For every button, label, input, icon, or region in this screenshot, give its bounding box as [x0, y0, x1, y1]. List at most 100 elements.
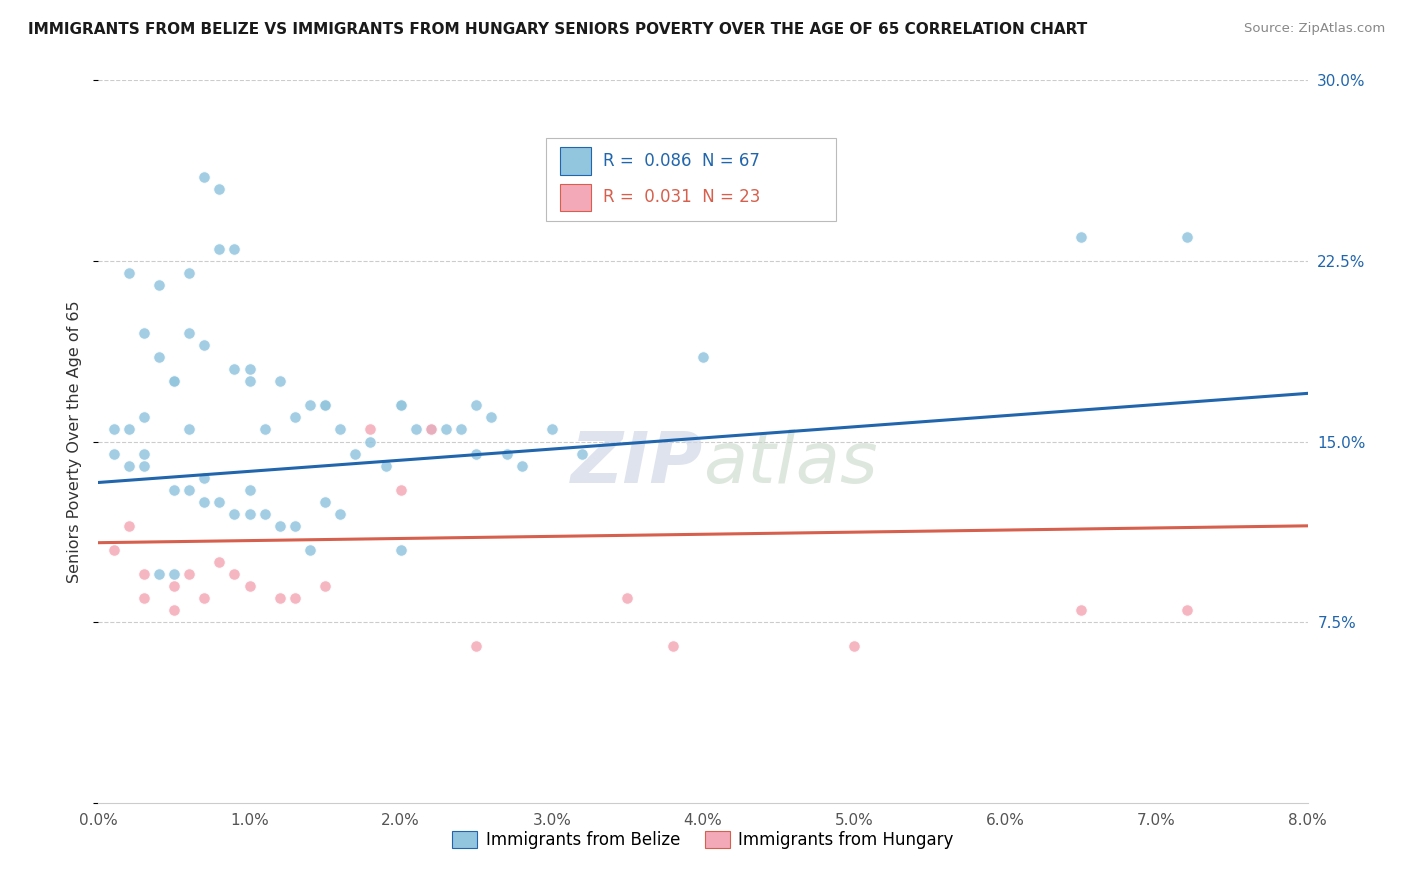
Point — [692, 350, 714, 364]
Point — [132, 458, 155, 473]
Point — [224, 507, 246, 521]
Point — [208, 242, 231, 256]
Point — [389, 542, 412, 557]
Point — [269, 518, 291, 533]
Point — [465, 398, 488, 412]
Point — [344, 446, 367, 460]
Point — [132, 591, 155, 605]
Point — [163, 483, 186, 497]
Point — [420, 422, 443, 436]
Point — [329, 507, 352, 521]
Text: ZIP: ZIP — [571, 429, 703, 498]
Point — [103, 422, 125, 436]
Text: atlas: atlas — [703, 429, 877, 498]
Point — [118, 266, 141, 280]
Point — [163, 579, 186, 593]
Point — [239, 507, 262, 521]
Point — [224, 567, 246, 582]
Point — [374, 458, 396, 473]
Point — [360, 434, 382, 449]
Y-axis label: Seniors Poverty Over the Age of 65: Seniors Poverty Over the Age of 65 — [67, 301, 83, 582]
Point — [224, 242, 246, 256]
FancyBboxPatch shape — [546, 138, 837, 221]
Point — [540, 422, 562, 436]
Point — [193, 470, 215, 484]
Point — [132, 567, 155, 582]
Text: Source: ZipAtlas.com: Source: ZipAtlas.com — [1244, 22, 1385, 36]
Point — [193, 338, 215, 352]
Point — [208, 494, 231, 508]
Point — [239, 483, 262, 497]
Point — [269, 374, 291, 388]
Point — [495, 446, 517, 460]
Point — [148, 567, 170, 582]
Point — [314, 398, 336, 412]
Point — [103, 542, 125, 557]
Point — [239, 579, 262, 593]
Point — [132, 446, 155, 460]
Point — [118, 422, 141, 436]
Point — [132, 326, 155, 340]
Point — [510, 458, 533, 473]
Point — [208, 181, 231, 195]
Point — [314, 494, 336, 508]
Point — [253, 422, 276, 436]
Point — [193, 591, 215, 605]
Point — [163, 374, 186, 388]
FancyBboxPatch shape — [561, 184, 591, 211]
Point — [163, 603, 186, 617]
Point — [389, 398, 412, 412]
Point — [179, 326, 201, 340]
Point — [405, 422, 427, 436]
Point — [179, 567, 201, 582]
Text: R =  0.086  N = 67: R = 0.086 N = 67 — [603, 153, 759, 170]
Point — [148, 277, 170, 292]
Point — [239, 374, 262, 388]
Point — [434, 422, 457, 436]
Point — [299, 398, 322, 412]
Point — [616, 591, 638, 605]
Legend: Immigrants from Belize, Immigrants from Hungary: Immigrants from Belize, Immigrants from … — [446, 824, 960, 856]
Point — [1175, 603, 1198, 617]
Point — [389, 398, 412, 412]
Text: IMMIGRANTS FROM BELIZE VS IMMIGRANTS FROM HUNGARY SENIORS POVERTY OVER THE AGE O: IMMIGRANTS FROM BELIZE VS IMMIGRANTS FRO… — [28, 22, 1087, 37]
Point — [179, 483, 201, 497]
Point — [661, 639, 683, 653]
Point — [284, 591, 307, 605]
Point — [314, 398, 336, 412]
Point — [284, 518, 307, 533]
Point — [179, 422, 201, 436]
Point — [118, 518, 141, 533]
Point — [420, 422, 443, 436]
Point — [132, 410, 155, 425]
Point — [481, 410, 503, 425]
Point — [179, 266, 201, 280]
Point — [314, 579, 336, 593]
Point — [284, 410, 307, 425]
Point — [239, 362, 262, 376]
Point — [224, 362, 246, 376]
Point — [465, 446, 488, 460]
Point — [844, 639, 866, 653]
Point — [465, 639, 488, 653]
Point — [329, 422, 352, 436]
Point — [1070, 230, 1092, 244]
Point — [148, 350, 170, 364]
Point — [1175, 230, 1198, 244]
Point — [299, 542, 322, 557]
Point — [193, 169, 215, 184]
Point — [103, 446, 125, 460]
Point — [571, 446, 593, 460]
Point — [1070, 603, 1092, 617]
FancyBboxPatch shape — [561, 147, 591, 175]
Point — [269, 591, 291, 605]
Point — [193, 494, 215, 508]
Point — [253, 507, 276, 521]
Point — [163, 374, 186, 388]
Point — [360, 422, 382, 436]
Text: R =  0.031  N = 23: R = 0.031 N = 23 — [603, 188, 761, 206]
Point — [208, 555, 231, 569]
Point — [163, 567, 186, 582]
Point — [450, 422, 472, 436]
Point — [389, 483, 412, 497]
